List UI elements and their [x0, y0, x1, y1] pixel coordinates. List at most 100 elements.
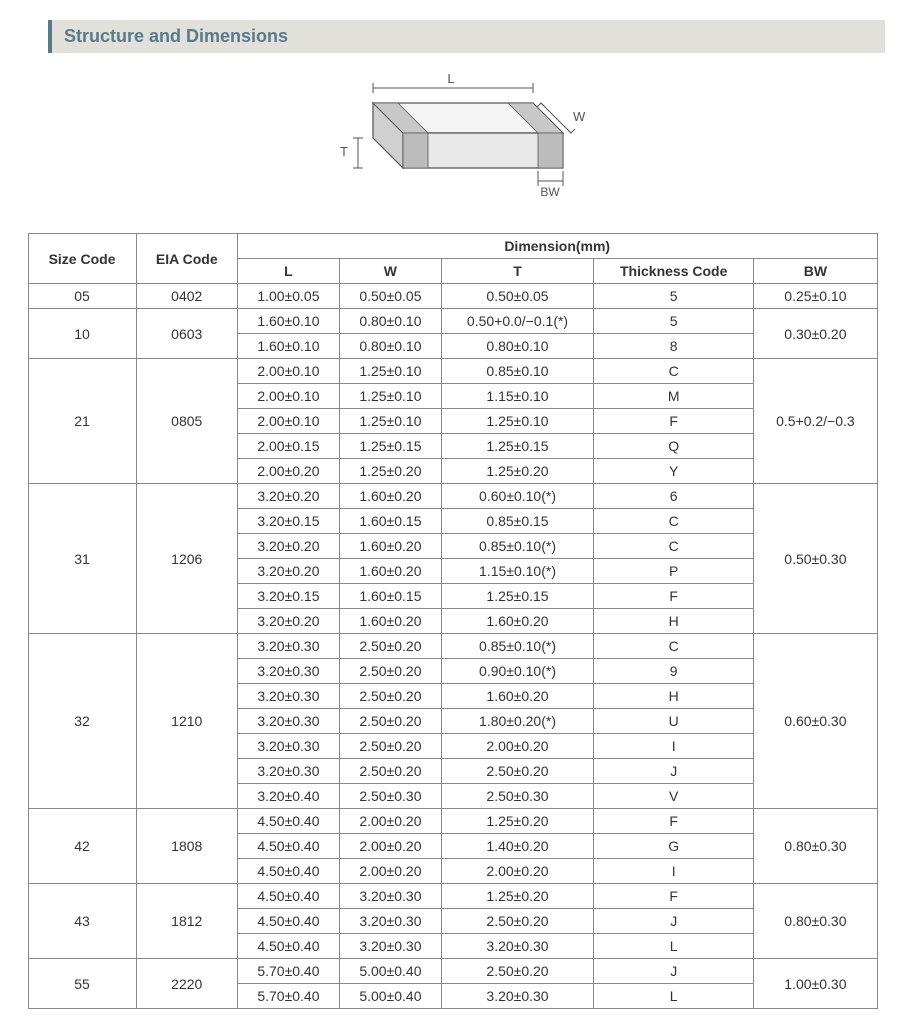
cell-T: 1.80±0.20(*) — [441, 709, 593, 734]
cell-T: 0.50+0.0/−0.1(*) — [441, 309, 593, 334]
cell-T: 2.50±0.30 — [441, 784, 593, 809]
cell-code: C — [594, 534, 754, 559]
cell-T: 1.60±0.20 — [441, 609, 593, 634]
cell-T: 2.00±0.20 — [441, 859, 593, 884]
cell-W: 1.25±0.10 — [339, 409, 441, 434]
col-W: W — [339, 259, 441, 284]
cell-L: 3.20±0.30 — [237, 759, 339, 784]
cell-W: 2.50±0.20 — [339, 684, 441, 709]
cell-W: 2.00±0.20 — [339, 809, 441, 834]
diagram-label-BW: BW — [540, 185, 560, 199]
cell-eia-code: 1808 — [136, 809, 237, 884]
cell-size-code: 32 — [28, 634, 136, 809]
cell-W: 1.25±0.10 — [339, 359, 441, 384]
cell-eia-code: 2220 — [136, 959, 237, 1009]
dimensions-table: Size Code EIA Code Dimension(mm) L W T T… — [28, 233, 878, 1009]
cell-code: 8 — [594, 334, 754, 359]
cell-T: 1.60±0.20 — [441, 684, 593, 709]
cell-T: 0.80±0.10 — [441, 334, 593, 359]
cell-eia-code: 0805 — [136, 359, 237, 484]
cell-W: 1.25±0.10 — [339, 384, 441, 409]
cell-eia-code: 0402 — [136, 284, 237, 309]
cell-L: 3.20±0.30 — [237, 684, 339, 709]
col-T: T — [441, 259, 593, 284]
cell-L: 2.00±0.10 — [237, 384, 339, 409]
cell-L: 3.20±0.30 — [237, 709, 339, 734]
cell-W: 1.60±0.20 — [339, 484, 441, 509]
table-row: 3212103.20±0.302.50±0.200.85±0.10(*)C0.6… — [28, 634, 877, 659]
cell-T: 3.20±0.30 — [441, 934, 593, 959]
cell-code: C — [594, 359, 754, 384]
table-row: 2108052.00±0.101.25±0.100.85±0.10C0.5+0.… — [28, 359, 877, 384]
col-eia-code: EIA Code — [136, 234, 237, 284]
cell-L: 4.50±0.40 — [237, 909, 339, 934]
cell-L: 3.20±0.20 — [237, 534, 339, 559]
cell-L: 3.20±0.20 — [237, 484, 339, 509]
cell-eia-code: 0603 — [136, 309, 237, 359]
cell-code: C — [594, 634, 754, 659]
cell-W: 2.50±0.20 — [339, 709, 441, 734]
cell-L: 3.20±0.30 — [237, 634, 339, 659]
table-row: 3112063.20±0.201.60±0.200.60±0.10(*)60.5… — [28, 484, 877, 509]
cell-code: H — [594, 609, 754, 634]
section-title: Structure and Dimensions — [64, 26, 288, 46]
diagram-label-L: L — [447, 71, 454, 86]
cell-T: 2.50±0.20 — [441, 909, 593, 934]
cell-W: 2.50±0.20 — [339, 734, 441, 759]
cell-eia-code: 1206 — [136, 484, 237, 634]
cell-W: 1.60±0.20 — [339, 609, 441, 634]
table-row: 0504021.00±0.050.50±0.050.50±0.0550.25±0… — [28, 284, 877, 309]
cell-code: M — [594, 384, 754, 409]
cell-L: 5.70±0.40 — [237, 959, 339, 984]
cell-L: 4.50±0.40 — [237, 809, 339, 834]
cell-L: 3.20±0.15 — [237, 584, 339, 609]
cell-code: J — [594, 909, 754, 934]
cell-L: 3.20±0.20 — [237, 559, 339, 584]
cell-T: 0.50±0.05 — [441, 284, 593, 309]
cell-L: 1.00±0.05 — [237, 284, 339, 309]
cell-W: 0.80±0.10 — [339, 309, 441, 334]
cell-size-code: 55 — [28, 959, 136, 1009]
cell-L: 3.20±0.15 — [237, 509, 339, 534]
col-thickness-code: Thickness Code — [594, 259, 754, 284]
table-row: 5522205.70±0.405.00±0.402.50±0.20J1.00±0… — [28, 959, 877, 984]
cell-T: 0.85±0.10 — [441, 359, 593, 384]
cell-T: 1.25±0.10 — [441, 409, 593, 434]
col-size-code: Size Code — [28, 234, 136, 284]
cell-T: 3.20±0.30 — [441, 984, 593, 1009]
cell-W: 3.20±0.30 — [339, 909, 441, 934]
cell-code: J — [594, 759, 754, 784]
cell-W: 1.25±0.15 — [339, 434, 441, 459]
cell-code: L — [594, 934, 754, 959]
cell-bw: 0.80±0.30 — [754, 809, 877, 884]
cell-size-code: 05 — [28, 284, 136, 309]
cell-L: 3.20±0.30 — [237, 659, 339, 684]
cell-W: 3.20±0.30 — [339, 934, 441, 959]
cell-eia-code: 1812 — [136, 884, 237, 959]
col-dimension: Dimension(mm) — [237, 234, 877, 259]
cell-bw: 0.5+0.2/−0.3 — [754, 359, 877, 484]
cell-L: 3.20±0.20 — [237, 609, 339, 634]
cell-code: F — [594, 409, 754, 434]
cell-T: 2.50±0.20 — [441, 959, 593, 984]
cell-code: L — [594, 984, 754, 1009]
cell-W: 5.00±0.40 — [339, 959, 441, 984]
cell-bw: 1.00±0.30 — [754, 959, 877, 1009]
cell-size-code: 31 — [28, 484, 136, 634]
cell-T: 1.25±0.20 — [441, 459, 593, 484]
col-BW: BW — [754, 259, 877, 284]
cell-T: 1.15±0.10 — [441, 384, 593, 409]
cell-W: 1.60±0.15 — [339, 509, 441, 534]
cell-W: 2.50±0.20 — [339, 759, 441, 784]
cell-code: C — [594, 509, 754, 534]
cell-L: 2.00±0.15 — [237, 434, 339, 459]
cell-W: 2.50±0.20 — [339, 634, 441, 659]
cell-T: 1.25±0.15 — [441, 434, 593, 459]
cell-W: 1.60±0.20 — [339, 559, 441, 584]
cell-size-code: 42 — [28, 809, 136, 884]
cell-W: 2.50±0.30 — [339, 784, 441, 809]
cell-L: 1.60±0.10 — [237, 334, 339, 359]
cell-bw: 0.30±0.20 — [754, 309, 877, 359]
cell-L: 4.50±0.40 — [237, 859, 339, 884]
section-header: Structure and Dimensions — [48, 20, 885, 53]
